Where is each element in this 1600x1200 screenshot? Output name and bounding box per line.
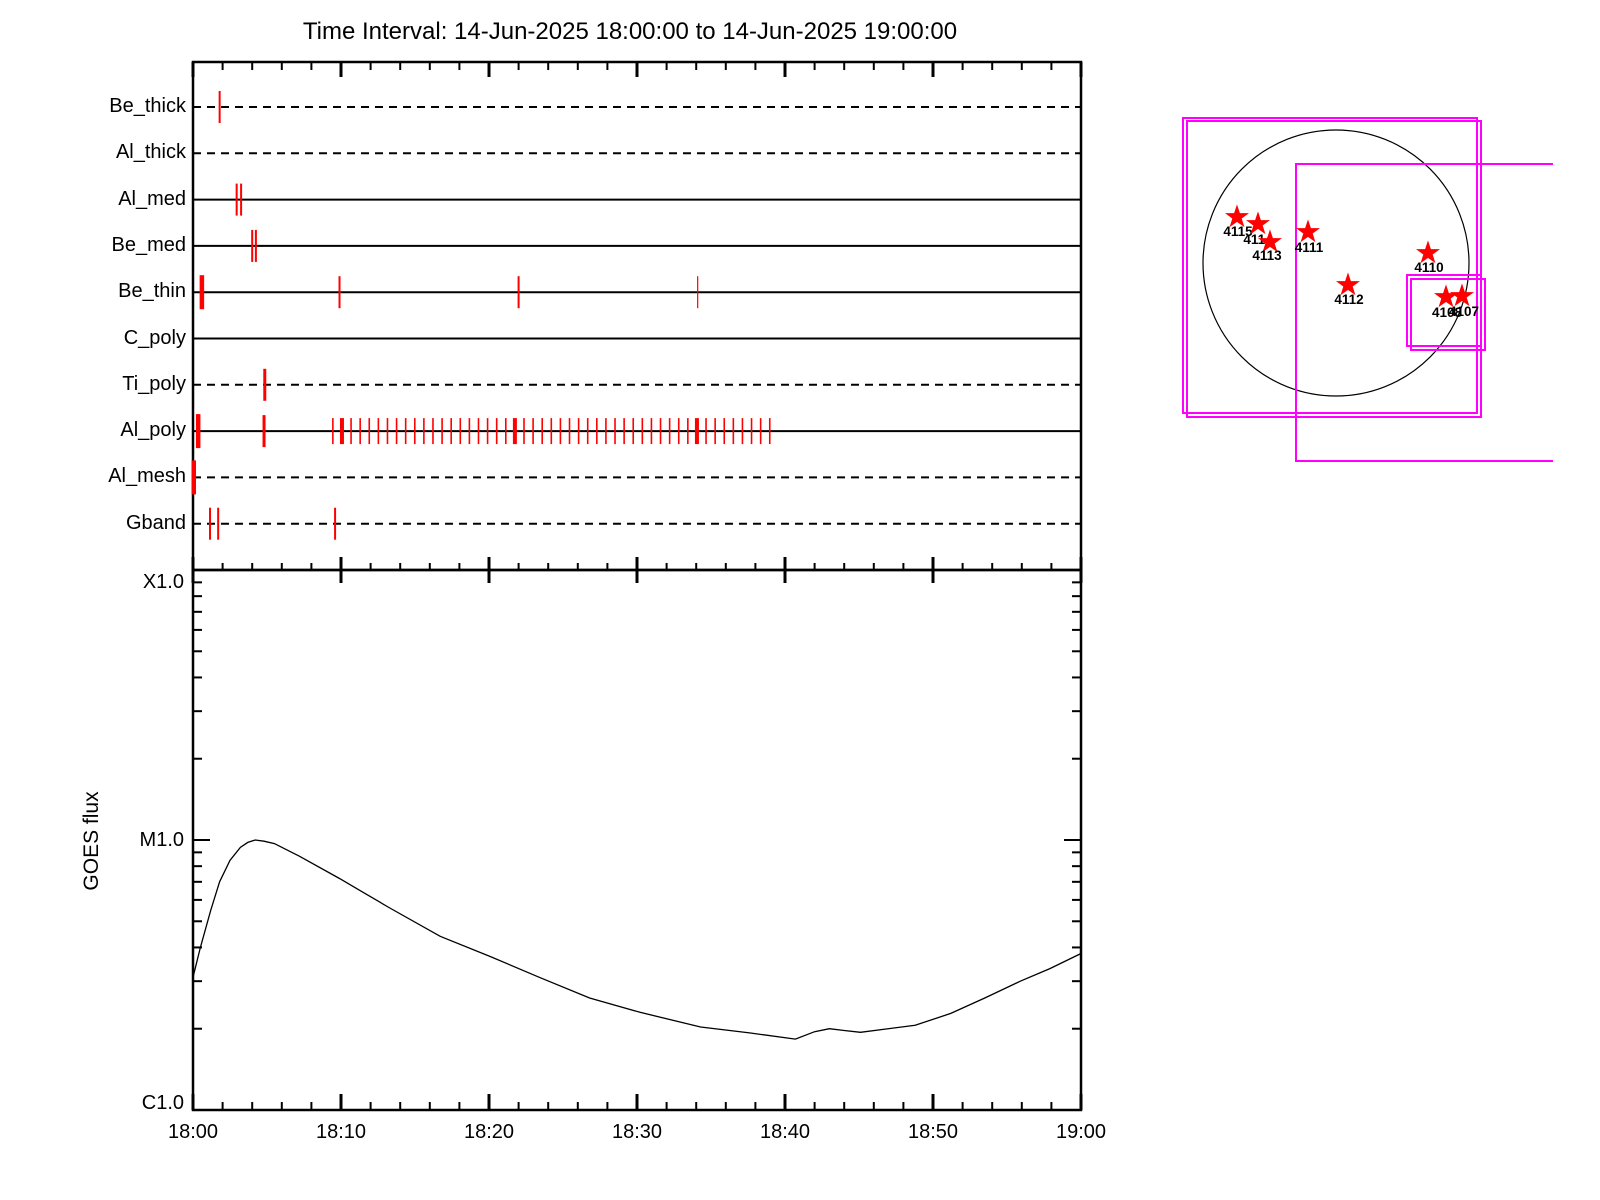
- active-region-star-4111: [1295, 219, 1321, 243]
- active-region-star-4114: [1245, 211, 1271, 235]
- filter-row-al_poly: [193, 414, 1081, 449]
- solar-disk: [1202, 129, 1470, 397]
- goes-curve: [192, 839, 1082, 1040]
- filter-row-label-be_thick: Be_thick: [109, 95, 186, 117]
- fov-box-wide-fov-outer-a: [1182, 117, 1478, 414]
- x-tick-label-1850: 18:50: [907, 1121, 959, 1143]
- x-tick-label-1830: 18:30: [611, 1121, 663, 1143]
- fov-box-wide-fov-outer-b: [1186, 120, 1482, 418]
- filter-row-label-be_med: Be_med: [111, 233, 187, 256]
- active-region-label-4115: 4115: [1223, 224, 1253, 239]
- filter-row-ti_poly: [193, 368, 1081, 401]
- active-region-label-4112: 4112: [1334, 292, 1363, 307]
- fov-box-target-fov-a: [1406, 274, 1482, 347]
- filter-row-al_med: [193, 183, 1081, 216]
- x-tick-label-1800: 18:00: [167, 1121, 219, 1143]
- filter-row-be_thick: [193, 91, 1081, 123]
- fov-box-offset-fov: [1295, 163, 1553, 462]
- filter-row-label-al_poly: Al_poly: [120, 419, 186, 442]
- filter-row-label-be_thin: Be_thin: [118, 280, 186, 303]
- goes-ytick-label-x1.0: X1.0: [142, 571, 184, 593]
- x-tick-label-1840: 18:40: [759, 1121, 811, 1143]
- filter-row-label-al_thick: Al_thick: [115, 141, 186, 164]
- filter-row-gband: [193, 507, 1081, 540]
- active-region-label-4107: 4107: [1449, 304, 1479, 319]
- filter-row-label-al_med: Al_med: [118, 187, 186, 210]
- active-region-label-4113: 4113: [1252, 248, 1282, 263]
- active-region-star-4113: [1257, 229, 1283, 253]
- active-region-label-4108: 4108: [1432, 305, 1463, 320]
- active-region-star-4112: [1335, 272, 1361, 296]
- goes-ytick-label-m1.0: M1.0: [139, 829, 184, 851]
- active-region-label-4110: 4110: [1414, 260, 1443, 275]
- active-region-star-4108: [1433, 284, 1459, 308]
- filter-row-label-gband: Gband: [125, 511, 186, 534]
- filter-row-al_mesh: [191, 460, 1081, 495]
- active-region-label-4111: 4111: [1295, 240, 1324, 255]
- active-region-star-4110: [1415, 240, 1441, 264]
- x-tick-label-1820: 18:20: [463, 1121, 515, 1143]
- active-region-star-4115: [1224, 204, 1250, 228]
- goes-ytick-label-c1.0: C1.0: [141, 1092, 184, 1114]
- page-title: Time Interval: 14-Jun-2025 18:00:00 to 1…: [302, 18, 958, 45]
- filter-timeline-panel: [191, 60, 1083, 583]
- fov-box-target-fov-b: [1410, 278, 1486, 351]
- active-region-star-4107: [1449, 283, 1475, 307]
- x-tick-label-1810: 18:10: [315, 1121, 367, 1143]
- filter-row-label-al_mesh: Al_mesh: [108, 465, 186, 488]
- x-tick-label-1900: 19:00: [1055, 1121, 1107, 1143]
- filter-row-be_thin: [193, 275, 1081, 310]
- goes-flux-panel: [191, 568, 1083, 1112]
- filter-row-label-c_poly: C_poly: [123, 326, 186, 349]
- filter-row-label-ti_poly: Ti_poly: [122, 372, 186, 395]
- filter-row-be_med: [193, 229, 1081, 262]
